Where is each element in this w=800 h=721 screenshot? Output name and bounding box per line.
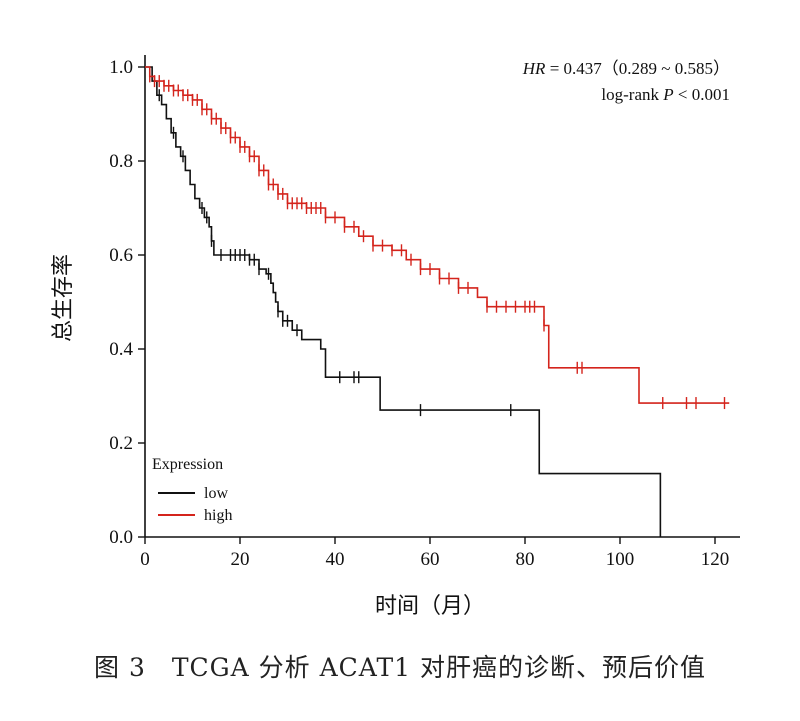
x-tick-label: 120	[701, 549, 730, 570]
series-layer	[145, 66, 730, 537]
y-tick-label: 0.6	[109, 245, 133, 266]
p-label: P	[662, 85, 673, 104]
hr-label: HR	[522, 59, 546, 78]
x-tick-label: 0	[140, 549, 150, 570]
x-tick-label: 60	[421, 549, 440, 570]
figure-caption: 图 3 TCGA 分析 ACAT1 对肝癌的诊断、预后价值	[94, 653, 706, 682]
y-tick-label: 0.0	[109, 527, 133, 548]
ticks: 0 20 40 60 80 100 120 0.0 0.2 0.4 0.6 0.8 1.0	[109, 57, 729, 570]
y-tick-label: 0.4	[109, 339, 133, 360]
p-prefix: log-rank	[601, 85, 663, 104]
y-tick-label: 0.8	[109, 151, 133, 172]
survival-curve-high	[145, 66, 730, 404]
legend-title: Expression	[152, 456, 223, 473]
legend-label-high: high	[204, 507, 232, 524]
x-axis-title: 时间（月）	[375, 593, 485, 618]
hr-value: = 0.437（0.289 ~ 0.585）	[545, 59, 730, 78]
axes	[144, 55, 740, 538]
hr-annotation: HR = 0.437（0.289 ~ 0.585）	[522, 59, 730, 78]
chart-svg: 0 20 40 60 80 100 120 0.0 0.2 0.4 0.6 0.8 1.0 总生存率 时…	[50, 55, 740, 618]
x-tick-label: 20	[231, 549, 250, 570]
p-annotation: log-rank P < 0.001	[601, 85, 730, 104]
survival-curve-low	[145, 66, 662, 537]
y-tick-label: 1.0	[109, 57, 133, 78]
km-chart: 0 20 40 60 80 100 120 0.0 0.2 0.4 0.6 0.8 1.0 总生存率 时…	[50, 55, 740, 618]
x-tick-label: 80	[516, 549, 535, 570]
legend: Expression low high	[152, 456, 232, 524]
legend-label-low: low	[204, 485, 228, 502]
p-value: < 0.001	[674, 85, 730, 104]
y-axis-title: 总生存率	[50, 254, 75, 342]
x-tick-label: 40	[326, 549, 345, 570]
x-tick-label: 100	[606, 549, 635, 570]
y-tick-label: 0.2	[109, 433, 133, 454]
